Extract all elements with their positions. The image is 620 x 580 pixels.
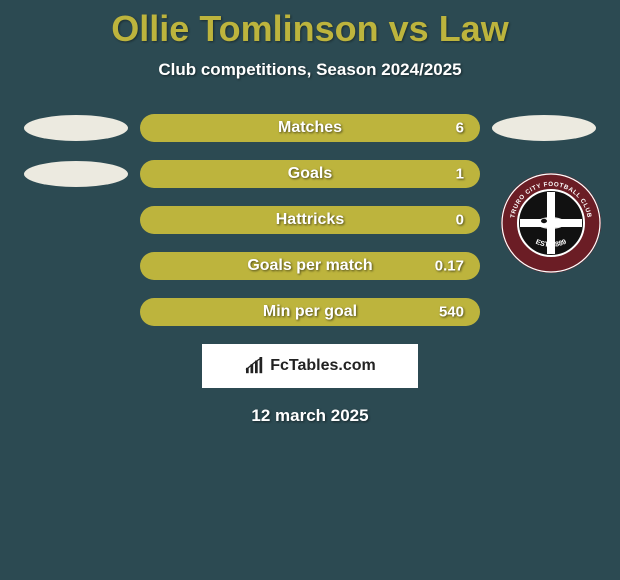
comparison-infographic: Ollie Tomlinson vs Law Club competitions…	[0, 0, 620, 426]
left-ellipse-icon	[24, 161, 128, 187]
watermark-text: FcTables.com	[270, 357, 376, 375]
stat-bar: Min per goal 540	[140, 298, 480, 326]
stat-value: 0	[456, 212, 464, 229]
stat-label: Hattricks	[276, 211, 344, 229]
stat-value: 540	[439, 304, 464, 321]
subtitle: Club competitions, Season 2024/2025	[0, 60, 620, 80]
stat-value: 1	[456, 166, 464, 183]
left-ellipse-icon	[24, 115, 128, 141]
infographic-date: 12 march 2025	[0, 406, 620, 426]
page-title: Ollie Tomlinson vs Law	[0, 8, 620, 50]
stat-bar: Hattricks 0	[140, 206, 480, 234]
stat-value: 0.17	[435, 258, 464, 275]
bar-chart-icon	[244, 357, 266, 375]
stat-bar: Goals per match 0.17	[140, 252, 480, 280]
stat-value: 6	[456, 120, 464, 137]
stat-row: Min per goal 540	[0, 298, 620, 326]
watermark: FcTables.com	[202, 344, 418, 388]
stat-bar: Matches 6	[140, 114, 480, 142]
stat-row: Matches 6	[0, 114, 620, 142]
club-badge-icon: TRURO CITY FOOTBALL CLUB EST. 1889	[500, 172, 602, 274]
stat-label: Goals	[288, 165, 332, 183]
stat-label: Matches	[278, 119, 342, 137]
stat-bar: Goals 1	[140, 160, 480, 188]
stat-label: Goals per match	[247, 257, 372, 275]
stat-label: Min per goal	[263, 303, 357, 321]
stats-rows: Matches 6 Goals 1 Hattricks 0 Goals	[0, 114, 620, 326]
right-ellipse-icon	[492, 115, 596, 141]
